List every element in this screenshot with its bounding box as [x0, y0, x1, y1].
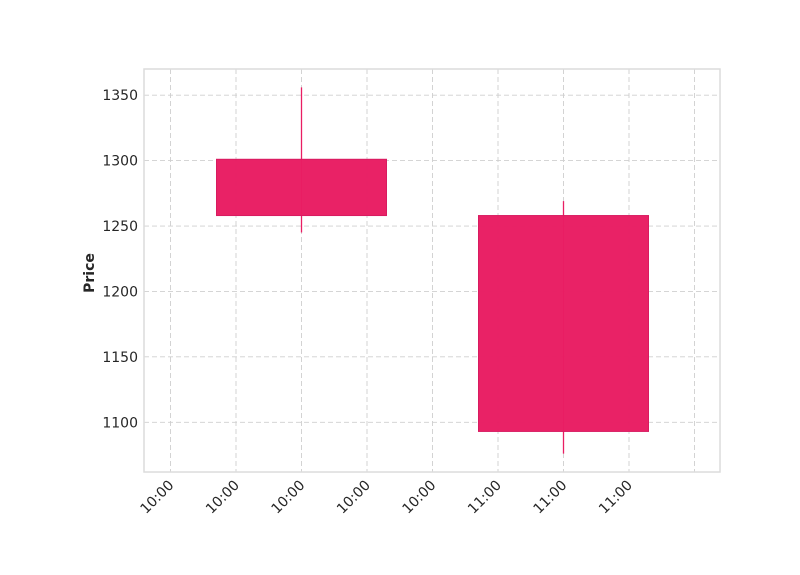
x-tick-label: 10:00: [203, 478, 243, 518]
y-axis-ticks: 1100 1150 1200 1250 1300 1350: [102, 88, 138, 431]
y-tick-label: 1300: [102, 154, 138, 170]
x-axis-ticks: 10:00 10:00 10:00 10:00 10:00 11:00 11:00 11:00: [137, 478, 635, 518]
x-tick-label: 10:00: [137, 478, 177, 518]
candles: [216, 87, 649, 454]
candle: [478, 201, 649, 454]
y-axis-label: Price: [82, 253, 98, 293]
x-tick-label: 11:00: [596, 478, 636, 518]
x-tick-label: 11:00: [530, 478, 570, 518]
x-tick-label: 10:00: [399, 478, 439, 518]
y-tick-label: 1100: [102, 415, 138, 431]
x-tick-label: 10:00: [268, 478, 308, 518]
y-tick-label: 1350: [102, 88, 138, 104]
plot-frame: [143, 68, 721, 473]
x-tick-label: 11:00: [465, 478, 505, 518]
y-tick-label: 1200: [102, 284, 138, 300]
x-tick-label: 10:00: [334, 478, 374, 518]
candle-body: [478, 215, 649, 432]
y-tick-label: 1150: [102, 350, 138, 366]
y-tick-label: 1250: [102, 219, 138, 235]
candle: [216, 87, 387, 233]
candle-body: [216, 158, 387, 217]
